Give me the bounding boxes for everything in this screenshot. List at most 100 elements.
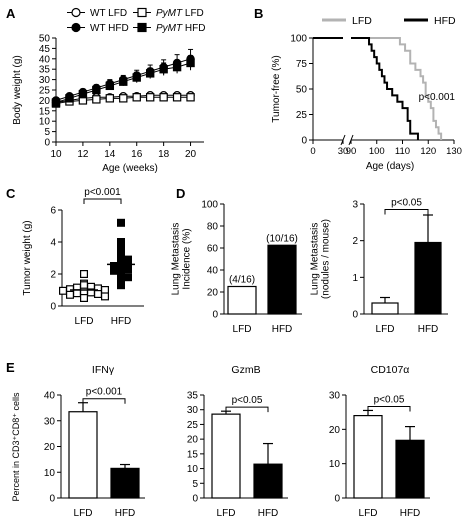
legend-entry-suffix: HFD bbox=[182, 23, 205, 34]
legend-b: LFD HFD bbox=[322, 15, 456, 27]
chart-e-gzmb: 0 5 10 15 20 25 30 35 LFD HFD GzmB p<0.05 bbox=[187, 364, 288, 519]
data-point bbox=[116, 281, 125, 290]
legend-entry: WT LFD bbox=[90, 8, 127, 19]
y-tick-label: 0 bbox=[44, 138, 50, 149]
y-axis-label: Percent in CD3⁺CD8⁺ cells bbox=[11, 392, 21, 502]
x-category-label: LFD bbox=[376, 324, 395, 335]
p-value-label: p<0.05 bbox=[391, 198, 422, 209]
data-point bbox=[172, 62, 182, 72]
series-hfd bbox=[313, 37, 419, 140]
y-tick-label: 5 bbox=[44, 127, 50, 138]
data-point bbox=[119, 77, 128, 86]
data-point bbox=[116, 218, 125, 227]
data-point bbox=[58, 286, 67, 295]
y-tick-label: 35 bbox=[39, 65, 51, 76]
y-tick-label: 30 bbox=[329, 391, 341, 402]
panel-label-d: D bbox=[176, 186, 185, 201]
bar-lfd bbox=[211, 413, 241, 499]
data-point bbox=[105, 81, 115, 91]
data-point bbox=[72, 289, 81, 298]
data-point bbox=[65, 94, 74, 103]
x-tick-label: 16 bbox=[131, 149, 143, 160]
data-point bbox=[186, 93, 195, 102]
significance-bracket bbox=[225, 406, 269, 413]
data-point bbox=[79, 294, 88, 303]
y-tick-label: 40 bbox=[44, 391, 56, 402]
data-point bbox=[100, 286, 109, 295]
y-tick-label: 30 bbox=[44, 416, 56, 427]
chart-d-incidence: 0 20 40 60 80 100 (4/16) LFD (10/16) HFD Lung Meta… bbox=[171, 200, 302, 335]
data-point bbox=[159, 93, 168, 102]
y-tick-label: 100 bbox=[290, 34, 307, 45]
bar-hfd bbox=[395, 439, 425, 499]
y-tick-label: 25 bbox=[187, 420, 199, 431]
y-tick-label: 0 bbox=[50, 302, 56, 313]
y-axis-label: Tumor weight (g) bbox=[22, 220, 33, 295]
data-point bbox=[116, 270, 125, 279]
p-value-label: p<0.05 bbox=[232, 395, 263, 406]
y-axis-label: Lung Metastasis bbox=[310, 223, 321, 296]
data-point bbox=[116, 246, 125, 255]
y-tick-label: 10 bbox=[187, 464, 199, 475]
y-tick-label: 4 bbox=[50, 238, 56, 249]
y-tick-label: 20 bbox=[44, 442, 56, 453]
data-point bbox=[105, 94, 115, 103]
y-tick-label: 3 bbox=[352, 200, 358, 211]
data-point bbox=[79, 270, 88, 279]
y-tick-label: 50 bbox=[39, 34, 51, 45]
y-tick-label: 60 bbox=[207, 244, 219, 255]
series-lfd bbox=[313, 37, 443, 140]
legend-marker bbox=[137, 22, 147, 33]
bar-hfd bbox=[267, 244, 297, 315]
survival-curve bbox=[351, 37, 419, 140]
x-category-label: HFD bbox=[418, 324, 439, 335]
x-tick-label: 30 bbox=[338, 146, 349, 157]
data-label: (10/16) bbox=[266, 233, 298, 244]
legend-entry-prefix: PyMT bbox=[156, 8, 183, 19]
panel-label-e: E bbox=[6, 360, 15, 375]
survival-curve bbox=[351, 37, 443, 140]
data-point bbox=[186, 58, 195, 68]
y-axis-label: (nodules / mouse) bbox=[321, 219, 332, 299]
x-tick-label: 12 bbox=[77, 149, 89, 160]
x-category-label: HFD bbox=[400, 508, 421, 519]
y-tick-label: 30 bbox=[187, 405, 199, 416]
legend-entry: LFD bbox=[352, 15, 372, 27]
data-point bbox=[51, 98, 61, 107]
legend-entry-prefix: WT bbox=[90, 8, 105, 19]
chart-c-tumor-weight: 0 2 4 6 LFD HFD Tumor weight (g) p<0.001 bbox=[22, 187, 144, 327]
x-category-label: HFD bbox=[272, 324, 293, 335]
bar-lfd bbox=[353, 415, 383, 499]
series-hfd bbox=[107, 218, 135, 290]
series-lfd bbox=[58, 270, 109, 303]
legend-entry-suffix: HFD bbox=[105, 23, 128, 34]
y-axis-label: Body weight (g) bbox=[12, 55, 23, 124]
x-category-label: LFD bbox=[74, 508, 93, 519]
legend-entry-suffix: LFD bbox=[105, 8, 127, 19]
y-tick-label: 2 bbox=[50, 270, 56, 281]
data-point bbox=[109, 266, 118, 275]
data-point bbox=[79, 287, 88, 296]
x-tick-label: 100 bbox=[369, 146, 385, 157]
x-category-label: HFD bbox=[111, 316, 132, 327]
y-axis-label: Incidence (%) bbox=[182, 228, 193, 289]
y-tick-label: 2 bbox=[352, 236, 358, 247]
x-tick-label: 20 bbox=[185, 149, 197, 160]
legend-entry: HFD bbox=[434, 15, 456, 27]
x-category-label: LFD bbox=[359, 508, 378, 519]
x-tick-label: 90 bbox=[346, 146, 357, 157]
x-tick-label: 120 bbox=[420, 146, 436, 157]
x-tick-label: 14 bbox=[104, 149, 116, 160]
y-tick-label: 100 bbox=[201, 200, 218, 211]
data-point bbox=[92, 85, 101, 95]
data-point bbox=[119, 94, 128, 103]
y-tick-label: 45 bbox=[39, 44, 51, 55]
y-tick-label: 35 bbox=[187, 391, 199, 402]
x-category-label: LFD bbox=[75, 316, 94, 327]
x-category-label: HFD bbox=[258, 508, 279, 519]
x-tick-label: 0 bbox=[310, 146, 315, 157]
x-tick-label: 110 bbox=[395, 146, 410, 157]
legend-entry: PyMT HFD bbox=[156, 23, 205, 34]
